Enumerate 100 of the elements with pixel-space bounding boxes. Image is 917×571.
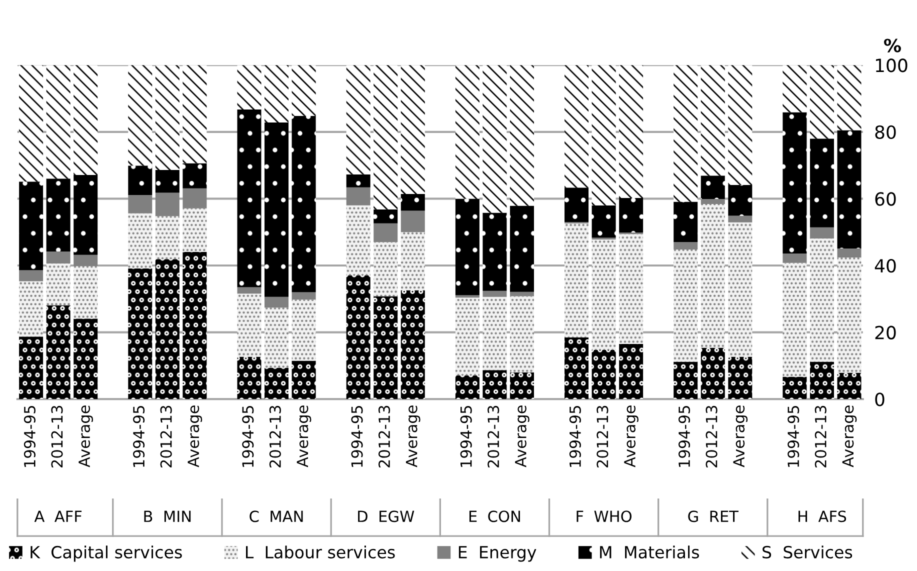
x-tick-label: 1994-95 [460,406,472,467]
bar [810,138,834,228]
bar [292,116,316,292]
bar [782,253,807,263]
bar [592,65,616,206]
bar [400,232,425,290]
bar [237,287,262,294]
legend-label: M Materials [600,546,699,558]
x-tick-label: Average [624,406,638,468]
bar [700,204,725,348]
bar [728,222,752,357]
bar [346,187,370,206]
bar [455,295,480,298]
bar [264,308,289,368]
bar [728,216,752,222]
x-tick-label: 2012-13 [488,406,500,468]
bar [46,65,70,179]
bar [19,281,44,337]
x-tick-label: 2012-13 [596,406,608,468]
bar [619,234,644,344]
bar [182,252,207,400]
bar [155,192,180,216]
x-tick-label: Average [78,406,93,468]
bar [264,296,289,308]
bar [292,300,316,361]
bar [74,65,98,175]
bar [700,199,725,204]
x-tick-label: 2012-13 [378,406,390,468]
text: G RET [688,510,739,522]
text: D EGW [358,510,414,522]
bar [264,122,289,297]
legend-label: S Services [762,546,852,558]
x-tick-label: Average [188,406,202,468]
bar [510,372,534,400]
y-tick-label: 0 [875,392,884,406]
x-tick-label: 2012-13 [160,406,172,468]
legend-label: L Labour services [246,546,395,558]
bar [837,65,862,130]
x-tick-label: Average [296,406,312,468]
bar [74,254,98,266]
legend-label: K Capital services [30,546,182,562]
y-tick-label: 80 [875,125,896,140]
bar [782,112,807,254]
bar [700,176,725,200]
x-tick-label: 1994-95 [569,406,581,467]
bar [292,65,316,116]
x-tick-label: Average [733,406,748,468]
x-tick-label: Average [842,406,857,468]
x-tick-label: 1994-95 [788,406,800,467]
x-tick-label: Average [406,406,420,468]
bar [482,370,507,400]
bar [74,174,98,255]
bar [292,360,316,400]
x-tick-label: 1994-95 [133,406,145,467]
x-tick-label: Average [515,406,530,468]
text: B MIN [144,510,191,522]
bar [482,212,507,291]
bar [564,223,589,338]
bar [374,242,398,296]
bar [810,227,834,238]
bar [155,216,180,260]
bar [237,110,262,288]
bar [128,268,152,400]
bar [74,318,98,400]
bar [346,205,370,276]
legend-label: E Energy [458,546,536,562]
y-axis-title: % [884,38,901,52]
bar [782,376,807,400]
bar [400,290,425,400]
bar [182,163,207,188]
bar [674,249,698,362]
bar [128,65,152,166]
bar [592,205,616,238]
bar [182,188,207,208]
bar [346,65,370,174]
x-tick-label: 2012-13 [814,406,826,468]
bar [237,294,262,357]
bar [592,239,616,350]
bar [46,178,70,252]
bar [510,292,534,296]
bar [592,350,616,400]
bar [374,209,398,224]
bar [674,242,698,250]
y-tick-label: 20 [875,326,896,340]
text: A AFF [34,510,82,522]
bar [19,270,44,282]
bar [455,198,480,296]
bar [837,248,862,258]
bar [74,266,98,319]
text: E CON [469,510,520,522]
bar [564,337,589,400]
bar [237,65,262,110]
bar [264,368,289,400]
bar [19,65,44,182]
bar [455,375,480,400]
bar [837,372,862,400]
bar [155,65,180,170]
x-tick-label: 1994-95 [678,406,690,467]
bar [46,305,70,400]
bar [619,344,644,400]
